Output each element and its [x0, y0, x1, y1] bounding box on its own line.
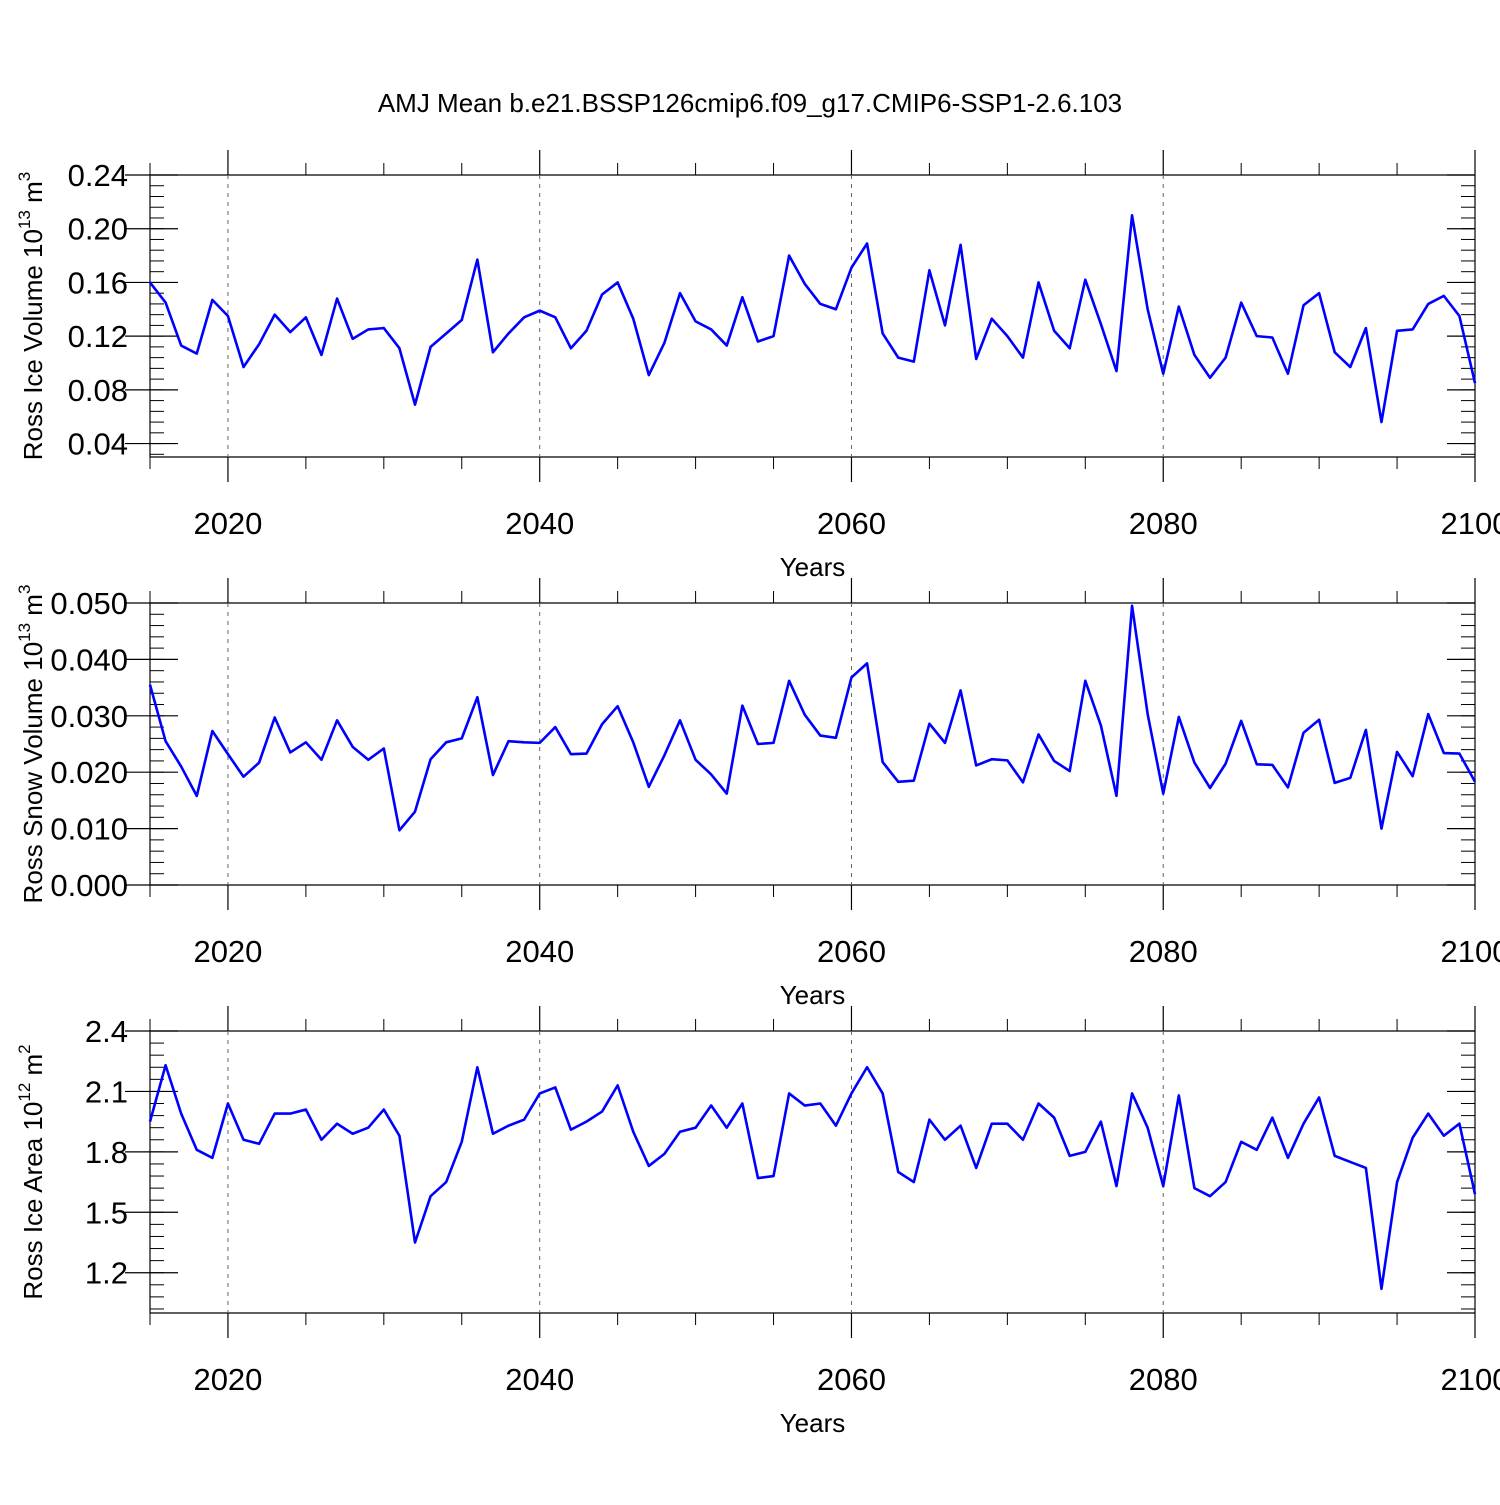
y-axis-label: Ross Ice Area 1012 m2 [15, 1044, 48, 1299]
x-axis-label: Years [780, 980, 846, 1010]
panel-1: 2020 2040 2060 2080 2100 Years 0.04 0.08 0.12 0.1… [15, 150, 1500, 582]
y-tick-label: 0.030 [50, 699, 128, 734]
x-axis-label: Years [780, 1408, 846, 1438]
x-tick-label: 2080 [1129, 1362, 1198, 1397]
x-tick-label: 2100 [1441, 506, 1500, 541]
y-tick-label: 0.08 [68, 373, 128, 408]
y-axis-label: Ross Snow Volume 1013 m3 [15, 585, 48, 904]
x-tick-label: 2040 [505, 1362, 574, 1397]
y-tick-label: 0.24 [68, 158, 128, 193]
y-tick-label: 0.04 [68, 427, 128, 462]
x-tick-label: 2060 [817, 506, 886, 541]
x-tick-label: 2100 [1441, 934, 1500, 969]
y-tick-label: 0.000 [50, 868, 128, 903]
x-tick-label: 2040 [505, 506, 574, 541]
y-tick-label: 0.040 [50, 642, 128, 677]
panels: 2020 2040 2060 2080 2100 Years 0.04 0.08 0.12 0.1… [15, 150, 1500, 1438]
series-line-1 [148, 1063, 1477, 1291]
y-tick-label: 2.4 [85, 1014, 128, 1049]
y-axis-label: Ross Ice Volume 1013 m3 [15, 172, 48, 461]
y-tick-label: 0.16 [68, 265, 128, 300]
y-tick-label: 1.5 [85, 1195, 128, 1230]
panel-2: 2020 2040 2060 2080 2100 Years 0.000 0.010 0.020… [15, 578, 1500, 1010]
x-tick-label: 2040 [505, 934, 574, 969]
x-tick-label: 2080 [1129, 506, 1198, 541]
y-tick-label: 2.1 [85, 1074, 128, 1109]
x-tick-label: 2080 [1129, 934, 1198, 969]
x-tick-label: 2020 [193, 934, 262, 969]
series-line-1 [148, 213, 1477, 424]
y-tick-label: 1.8 [85, 1135, 128, 1170]
x-axis-label: Years [780, 552, 846, 582]
x-tick-label: 2100 [1441, 1362, 1500, 1397]
x-tick-label: 2060 [817, 934, 886, 969]
series-line-1 [148, 604, 1477, 832]
y-tick-label: 0.050 [50, 586, 128, 621]
y-tick-label: 0.020 [50, 755, 128, 790]
y-tick-label: 1.2 [85, 1256, 128, 1291]
y-tick-label: 0.20 [68, 212, 128, 247]
x-tick-label: 2020 [193, 1362, 262, 1397]
x-tick-label: 2060 [817, 1362, 886, 1397]
panel-3: 2020 2040 2060 2080 2100 Years 1.2 1.5 1.8 2.1 2.4… [15, 1006, 1500, 1438]
y-tick-label: 0.12 [68, 319, 128, 354]
y-tick-label: 0.010 [50, 812, 128, 847]
x-tick-label: 2020 [193, 506, 262, 541]
chart-title: AMJ Mean b.e21.BSSP126cmip6.f09_g17.CMIP… [378, 88, 1122, 118]
